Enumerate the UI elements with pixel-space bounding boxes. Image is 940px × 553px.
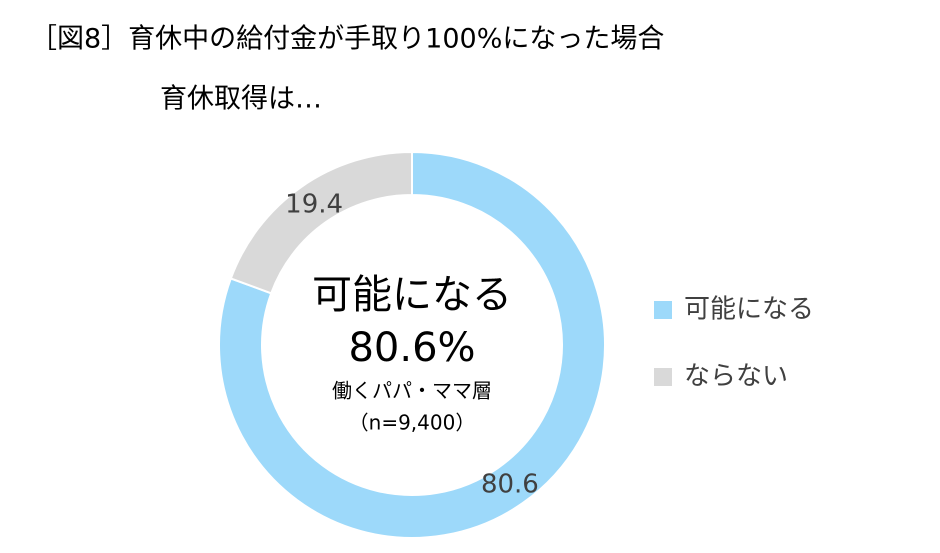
donut-slice bbox=[229, 150, 413, 295]
center-note: （n=9,400） bbox=[349, 411, 476, 435]
legend-label: 可能になる bbox=[684, 295, 814, 325]
donut-slice bbox=[218, 150, 606, 539]
legend-label: ならない bbox=[684, 362, 788, 392]
donut bbox=[218, 150, 606, 539]
chart-subtitle: 育休取得は… bbox=[160, 84, 322, 115]
legend-swatch bbox=[654, 368, 672, 386]
center-value: 80.6% bbox=[348, 325, 475, 371]
data-label: 80.6 bbox=[481, 470, 539, 500]
chart-title: ［図8］育休中の給付金が手取り100%になった場合 bbox=[30, 24, 664, 55]
center-label: 可能になる bbox=[312, 272, 512, 318]
center-note: 働くパパ・ママ層 bbox=[332, 379, 492, 403]
data-label: 19.4 bbox=[285, 189, 343, 219]
legend-swatch bbox=[654, 301, 672, 319]
